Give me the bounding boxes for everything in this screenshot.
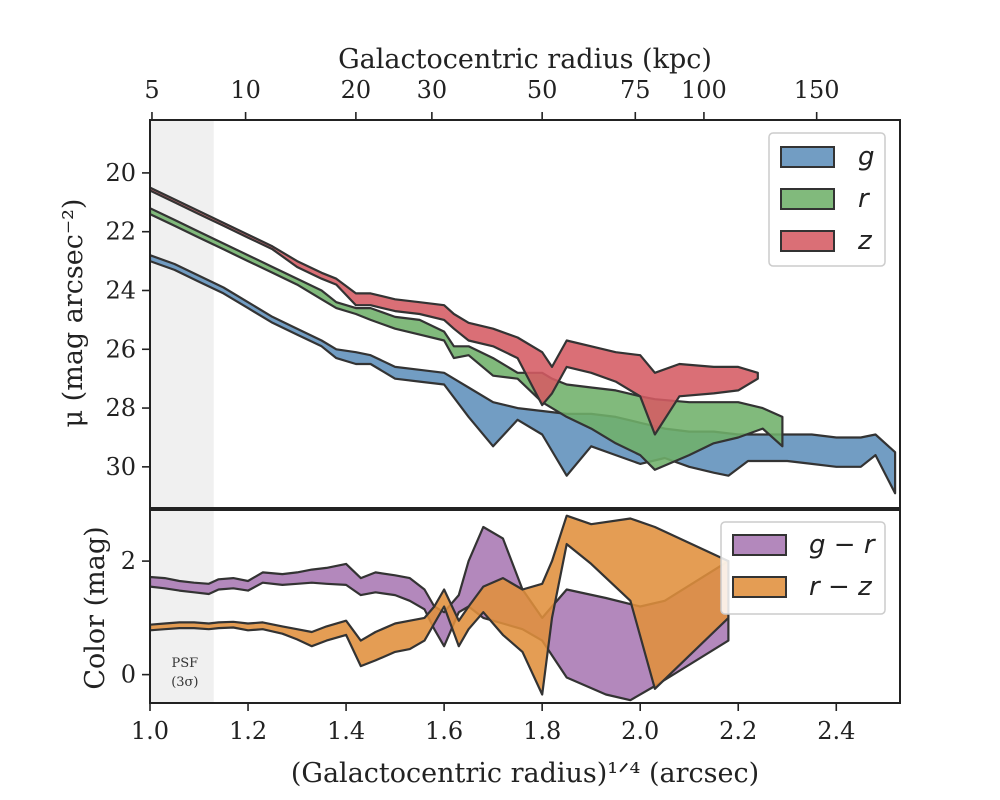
x-tick-label-1.8: 1.8 — [523, 717, 561, 745]
top-x-tick-label-100: 100 — [681, 76, 727, 104]
x-tick-label-2.4: 2.4 — [817, 717, 855, 745]
band-r — [150, 207, 784, 471]
legend-swatch-color-1 — [732, 576, 787, 598]
surface-brightness-panel: 20 22 24 26 28 30 5 10 20 30 50 75 100 150 grz — [105, 76, 901, 509]
bottom-x-axis-label: (Galactocentric radius)¹ᐟ⁴ (arcsec) — [291, 758, 759, 789]
top-x-axis-label: Galactocentric radius (kpc) — [338, 44, 712, 75]
legend-swatch-g — [780, 146, 835, 168]
y-tick-label-24: 24 — [105, 276, 136, 304]
color-y-axis-label: Color (mag) — [80, 526, 111, 689]
color-y-tick-label-0: 0 — [121, 661, 136, 689]
top-x-tick-label-75: 75 — [620, 76, 651, 104]
x-tick-label-1.0: 1.0 — [131, 717, 169, 745]
legend-swatch-r — [780, 188, 835, 210]
y-tick-label-28: 28 — [105, 394, 136, 422]
color-y-tick-label-2: 2 — [121, 547, 136, 575]
surface-brightness-y-axis-label: μ (mag arcsec⁻²) — [58, 199, 89, 428]
legend-swatch-z — [780, 230, 835, 252]
band-color-1 — [150, 514, 730, 696]
legend-label-color-1: r − z — [809, 572, 873, 602]
y-tick-label-22: 22 — [105, 218, 136, 246]
x-tick-label-1.4: 1.4 — [327, 717, 365, 745]
y-tick-label-30: 30 — [105, 453, 136, 481]
psf-label: PSF — [172, 656, 199, 671]
x-tick-label-2.2: 2.2 — [719, 717, 757, 745]
x-tick-label-1.2: 1.2 — [229, 717, 267, 745]
legend-label-g: g — [858, 142, 875, 172]
band-z — [150, 186, 759, 436]
top-x-tick-label-20: 20 — [341, 76, 372, 104]
legend-top: grz — [768, 132, 886, 267]
legend-label-color-0: g − r — [809, 530, 877, 560]
x-tick-label-1.6: 1.6 — [425, 717, 463, 745]
top-x-tick-label-30: 30 — [417, 76, 448, 104]
legend-label-z: z — [857, 226, 873, 256]
psf-region-top — [150, 120, 214, 508]
y-tick-label-20: 20 — [105, 159, 136, 187]
color-panel: PSF (3σ) 0 2 1.0 1.2 1.4 1.6 1.8 2.0 2.2 2.4 g − r r … — [121, 509, 901, 745]
y-tick-label-26: 26 — [105, 335, 136, 363]
legend-label-r: r — [858, 184, 871, 214]
legend-bottom: g − r r − z — [720, 521, 886, 615]
top-x-tick-label-150: 150 — [794, 76, 840, 104]
legend-swatch-color-0 — [732, 534, 787, 556]
psf-region-bottom — [150, 510, 214, 703]
top-x-tick-label-50: 50 — [527, 76, 558, 104]
bottom-plot-frame — [149, 509, 901, 704]
psf-sigma-label: (3σ) — [171, 675, 198, 690]
top-x-tick-label-5: 5 — [144, 76, 159, 104]
top-x-tick-label-10: 10 — [230, 76, 261, 104]
x-tick-label-2.0: 2.0 — [621, 717, 659, 745]
top-plot-frame — [149, 119, 901, 509]
